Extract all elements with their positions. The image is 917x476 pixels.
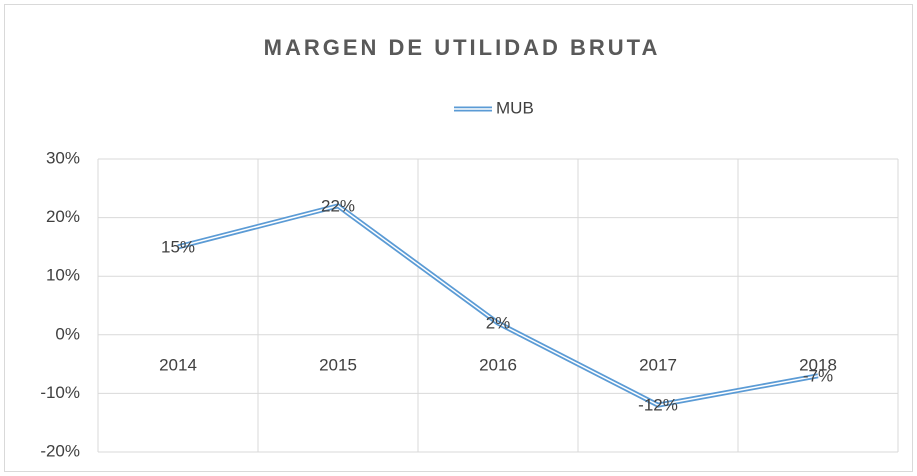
series-line-inner	[177, 205, 819, 406]
y-tick-label: -20%	[40, 441, 80, 460]
data-label: 15%	[161, 237, 195, 256]
legend-label: MUB	[496, 98, 534, 117]
chart-border	[4, 4, 913, 472]
y-tick-label: 0%	[55, 324, 80, 343]
x-tick-label: 2014	[159, 355, 197, 374]
data-label: 2%	[486, 314, 511, 333]
x-tick-label: 2017	[639, 355, 677, 374]
data-label: 22%	[321, 196, 355, 215]
x-tick-label: 2015	[319, 355, 357, 374]
x-tick-label: 2016	[479, 355, 517, 374]
y-tick-label: 10%	[46, 266, 80, 285]
y-tick-label: 30%	[46, 148, 80, 167]
x-tick-label: 2018	[799, 355, 837, 374]
y-tick-label: -10%	[40, 383, 80, 402]
y-tick-label: 20%	[46, 207, 80, 226]
data-label: -12%	[638, 396, 678, 415]
data-label: -7%	[803, 366, 833, 385]
chart-title: MARGEN DE UTILIDAD BRUTA	[264, 35, 661, 60]
